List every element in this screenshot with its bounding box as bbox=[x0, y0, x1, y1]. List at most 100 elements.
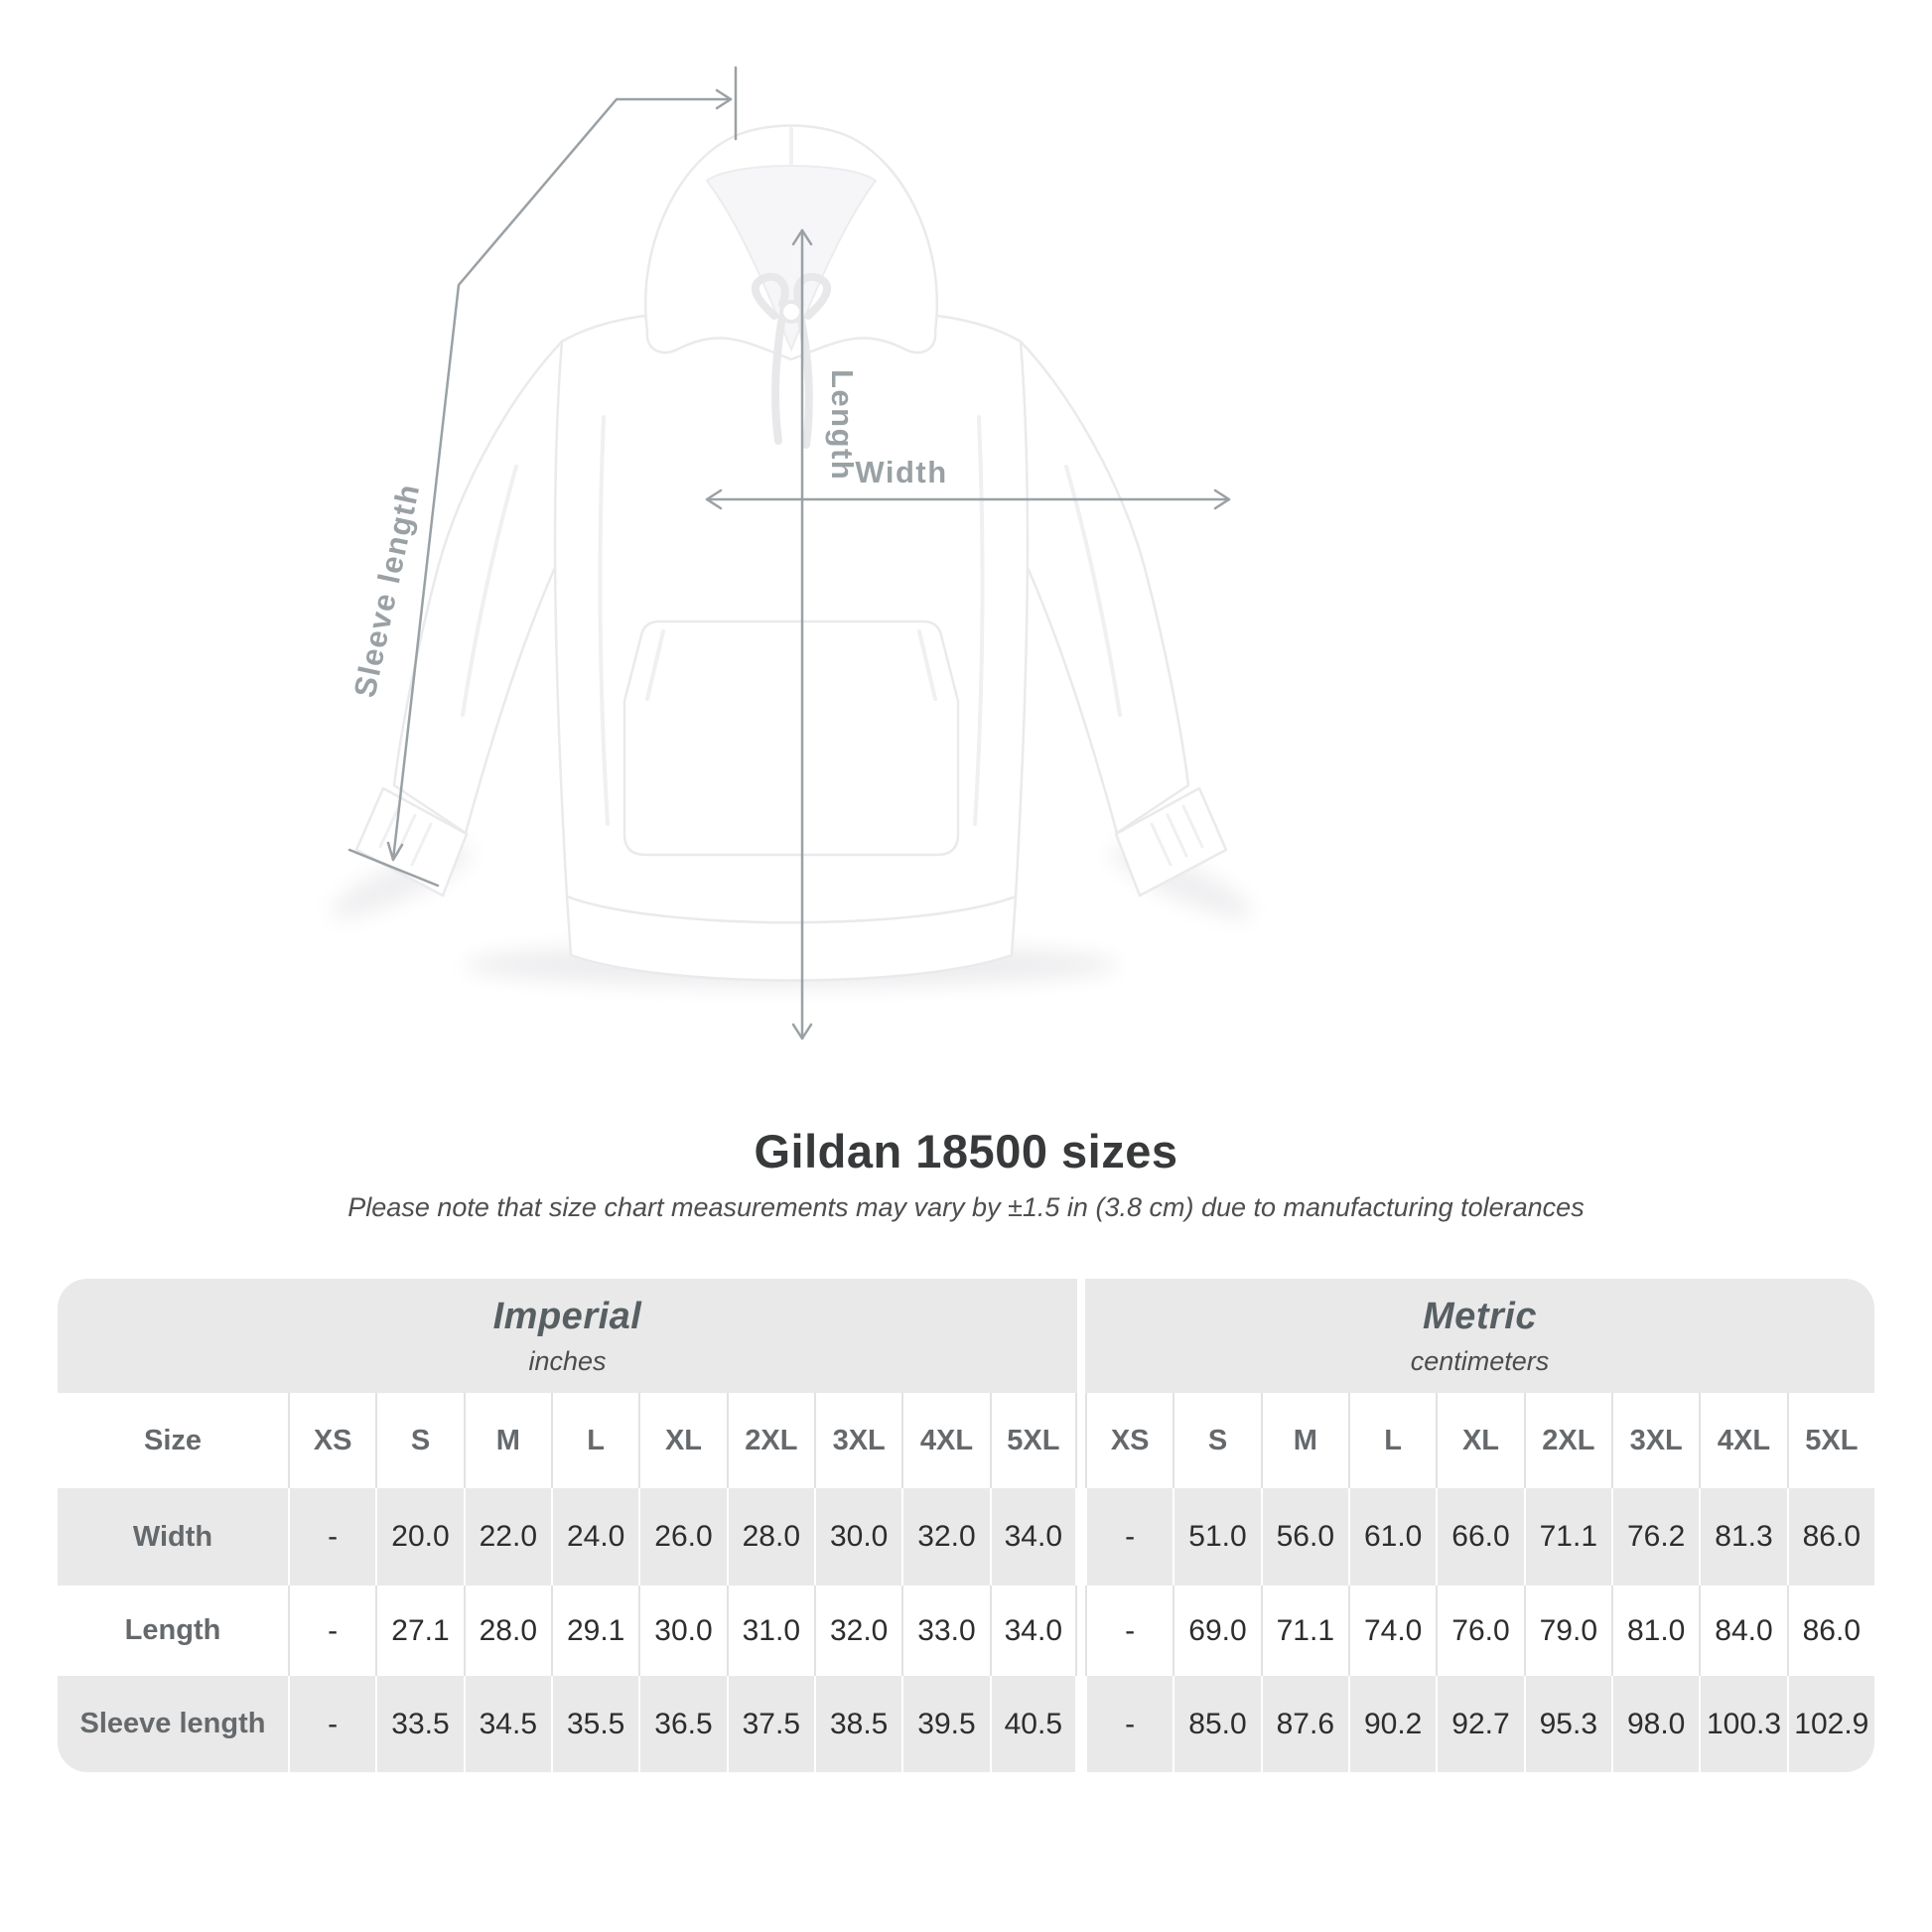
table-cell-imperial: - bbox=[288, 1586, 376, 1676]
table-cell-imperial: 30.0 bbox=[638, 1586, 727, 1676]
table-cell-imperial: 34.0 bbox=[989, 1488, 1077, 1586]
table-cell-metric: - bbox=[1085, 1676, 1173, 1772]
length-arrow-top bbox=[791, 228, 813, 246]
table-cell-metric: 92.7 bbox=[1436, 1676, 1524, 1772]
table-cell-metric: 61.0 bbox=[1348, 1488, 1437, 1586]
row-label: Sleeve length bbox=[58, 1676, 288, 1772]
hoodie-diagram-figure: Width Length Sleeve length bbox=[330, 66, 1253, 1040]
table-cell-metric: 84.0 bbox=[1699, 1586, 1787, 1676]
table-cell-metric: 86.0 bbox=[1786, 1586, 1874, 1676]
table-cell-metric: 56.0 bbox=[1260, 1488, 1348, 1586]
row-label: Length bbox=[58, 1586, 288, 1676]
table-cell-metric: 51.0 bbox=[1173, 1488, 1261, 1586]
length-arrow-bottom bbox=[791, 1023, 813, 1040]
table-cell-imperial: 22.0 bbox=[463, 1488, 551, 1586]
sleeve-arrow-bottom bbox=[386, 841, 404, 862]
imperial-group-title: Imperial bbox=[492, 1295, 642, 1337]
size-header-imperial: L bbox=[551, 1393, 639, 1488]
table-cell-imperial: 31.0 bbox=[726, 1586, 814, 1676]
size-header-metric: 3XL bbox=[1611, 1393, 1700, 1488]
table-cell-imperial: 40.5 bbox=[989, 1676, 1077, 1772]
table-cell-metric: 81.3 bbox=[1699, 1488, 1787, 1586]
left-cuff bbox=[354, 786, 469, 897]
width-dimension-label: Width bbox=[855, 455, 947, 489]
table-cell-imperial: 20.0 bbox=[375, 1488, 464, 1586]
table-cell-metric: 100.3 bbox=[1699, 1676, 1787, 1772]
row-label: Width bbox=[58, 1488, 288, 1586]
size-header-imperial: XL bbox=[638, 1393, 727, 1488]
width-arrow-left bbox=[705, 488, 723, 510]
column-gap bbox=[1077, 1393, 1085, 1488]
drawstring-left-tail bbox=[771, 312, 786, 445]
size-corner-header: Size bbox=[58, 1393, 288, 1488]
imperial-group-unit: inches bbox=[528, 1345, 607, 1376]
size-header-metric: 4XL bbox=[1699, 1393, 1787, 1488]
drawstring-right-loop bbox=[793, 272, 832, 320]
table-cell-imperial: 33.0 bbox=[901, 1586, 990, 1676]
body-folds bbox=[598, 415, 985, 826]
table-cell-metric: 85.0 bbox=[1173, 1676, 1261, 1772]
table-cell-metric: 74.0 bbox=[1348, 1586, 1437, 1676]
size-header-imperial: M bbox=[463, 1393, 551, 1488]
table-cell-imperial: 34.0 bbox=[989, 1586, 1077, 1676]
drawstring-left-loop bbox=[751, 272, 789, 320]
right-cuff-ribs bbox=[1150, 804, 1204, 867]
table-cell-metric: 71.1 bbox=[1260, 1586, 1348, 1676]
table-cell-imperial: 35.5 bbox=[551, 1676, 639, 1772]
table-cell-metric: 98.0 bbox=[1611, 1676, 1700, 1772]
size-header-metric: XL bbox=[1436, 1393, 1524, 1488]
tolerance-note: Please note that size chart measurements… bbox=[347, 1192, 1585, 1222]
column-gap bbox=[1077, 1279, 1085, 1393]
page-title: Gildan 18500 sizes bbox=[754, 1125, 1178, 1177]
table-cell-imperial: 30.0 bbox=[814, 1488, 902, 1586]
table-cell-imperial: 37.5 bbox=[726, 1676, 814, 1772]
size-table: Imperial inches Metric centimeters Size XS S M L… bbox=[58, 1279, 1874, 1772]
column-gap bbox=[1077, 1488, 1085, 1586]
table-cell-imperial: 29.1 bbox=[551, 1586, 639, 1676]
table-cell-imperial: 33.5 bbox=[375, 1676, 464, 1772]
size-header-imperial: S bbox=[375, 1393, 464, 1488]
size-header-metric: 5XL bbox=[1786, 1393, 1874, 1488]
table-cell-imperial: 36.5 bbox=[638, 1676, 727, 1772]
right-cuff bbox=[1114, 786, 1228, 897]
table-cell-metric: - bbox=[1085, 1586, 1173, 1676]
unit-group-imperial: Imperial inches bbox=[58, 1279, 1077, 1393]
left-sleeve bbox=[392, 340, 564, 835]
table-cell-metric: - bbox=[1085, 1488, 1173, 1586]
size-header-imperial: 2XL bbox=[726, 1393, 814, 1488]
table-cell-metric: 102.9 bbox=[1786, 1676, 1874, 1772]
size-header-imperial: 5XL bbox=[989, 1393, 1077, 1488]
table-cell-imperial: 32.0 bbox=[901, 1488, 990, 1586]
unit-group-metric: Metric centimeters bbox=[1085, 1279, 1874, 1393]
table-cell-metric: 71.1 bbox=[1523, 1488, 1611, 1586]
table-cell-imperial: 26.0 bbox=[638, 1488, 727, 1586]
table-cell-imperial: 32.0 bbox=[814, 1586, 902, 1676]
table-cell-metric: 76.0 bbox=[1436, 1586, 1524, 1676]
table-cell-imperial: - bbox=[288, 1676, 376, 1772]
table-cell-metric: 86.0 bbox=[1786, 1488, 1874, 1586]
table-cell-imperial: 24.0 bbox=[551, 1488, 639, 1586]
column-gap bbox=[1077, 1586, 1085, 1676]
sleeve-folds bbox=[461, 465, 1122, 717]
pocket-seams bbox=[645, 629, 937, 701]
length-dimension-label: Length bbox=[825, 369, 860, 481]
table-cell-metric: 79.0 bbox=[1523, 1586, 1611, 1676]
table-cell-metric: 69.0 bbox=[1173, 1586, 1261, 1676]
metric-group-title: Metric bbox=[1423, 1295, 1537, 1337]
size-header-metric: S bbox=[1173, 1393, 1261, 1488]
hood-opening bbox=[705, 165, 878, 352]
table-cell-imperial: 34.5 bbox=[463, 1676, 551, 1772]
size-header-imperial: XS bbox=[288, 1393, 376, 1488]
drawstring-knot bbox=[779, 300, 803, 324]
size-header-metric: M bbox=[1260, 1393, 1348, 1488]
size-header-metric: L bbox=[1348, 1393, 1437, 1488]
hoodie-measurement-diagram: Width Length Sleeve length bbox=[330, 66, 1253, 1040]
metric-group-unit: centimeters bbox=[1410, 1345, 1550, 1376]
size-header-imperial: 4XL bbox=[901, 1393, 990, 1488]
table-cell-imperial: 28.0 bbox=[726, 1488, 814, 1586]
right-sleeve bbox=[1019, 340, 1190, 835]
table-cell-metric: 95.3 bbox=[1523, 1676, 1611, 1772]
hoodie-illustration bbox=[330, 124, 1253, 987]
width-arrow-right bbox=[1213, 488, 1231, 510]
size-header-imperial: 3XL bbox=[814, 1393, 902, 1488]
